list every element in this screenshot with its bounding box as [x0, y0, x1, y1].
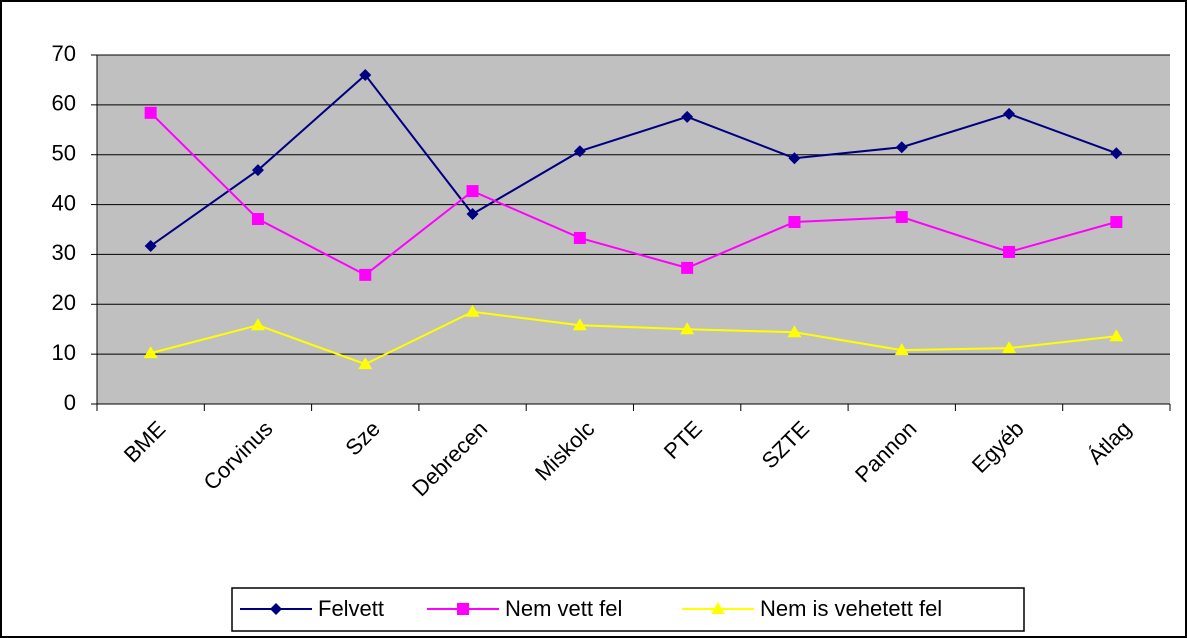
series-line	[150, 73, 1117, 247]
marker	[788, 216, 801, 229]
marker	[358, 357, 373, 370]
legend-label: Felvett	[318, 596, 384, 621]
marker	[270, 603, 282, 615]
marker	[1002, 341, 1017, 354]
series-line	[149, 112, 1117, 277]
marker	[144, 106, 157, 119]
marker	[250, 318, 265, 331]
marker	[681, 261, 694, 274]
marker	[465, 304, 480, 317]
marker	[1003, 245, 1016, 258]
marker	[573, 145, 586, 158]
y-tick-label: 10	[52, 340, 76, 365]
marker	[1110, 147, 1123, 160]
marker	[251, 213, 264, 226]
marker	[466, 208, 479, 221]
marker	[144, 239, 157, 252]
marker	[1110, 216, 1123, 229]
plot-area	[97, 55, 1170, 404]
legend	[231, 587, 1025, 632]
marker	[681, 110, 694, 123]
marker	[466, 185, 479, 198]
legend-label: Nem is vehetett fel	[760, 596, 942, 621]
y-tick-label: 0	[64, 390, 76, 415]
y-tick-label: 20	[52, 290, 76, 315]
marker	[573, 231, 586, 244]
y-tick-label: 50	[52, 141, 76, 166]
y-tick-label: 60	[52, 91, 76, 116]
marker	[359, 268, 372, 281]
marker	[1109, 329, 1124, 342]
marker	[788, 152, 801, 165]
marker	[711, 602, 725, 614]
marker	[1003, 107, 1016, 120]
marker	[359, 68, 372, 81]
marker	[680, 322, 695, 335]
marker	[572, 318, 587, 331]
marker	[143, 346, 158, 359]
marker	[895, 141, 908, 154]
series-line	[150, 310, 1117, 366]
marker	[457, 603, 469, 615]
y-tick-label: 30	[52, 240, 76, 265]
legend-label: Nem vett fel	[505, 596, 622, 621]
marker	[895, 211, 908, 224]
marker	[251, 164, 264, 177]
marker	[787, 325, 802, 338]
y-tick-label: 70	[52, 41, 76, 66]
marker	[894, 343, 909, 356]
y-tick-label: 40	[52, 190, 76, 215]
